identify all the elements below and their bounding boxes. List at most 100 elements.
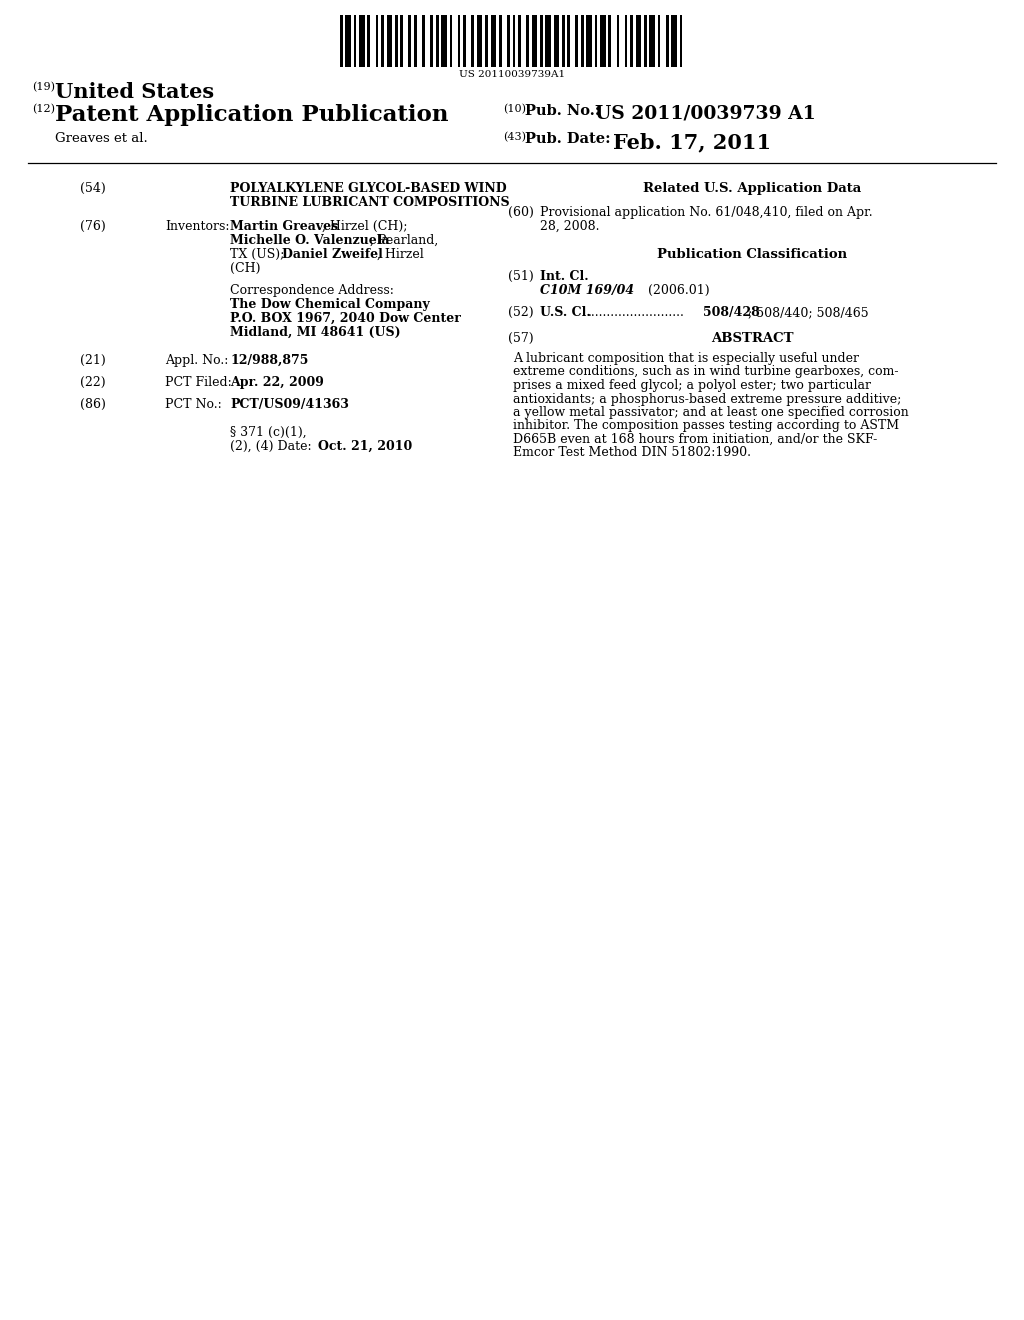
Text: (76): (76) (80, 220, 105, 234)
Text: US 20110039739A1: US 20110039739A1 (460, 70, 565, 79)
Bar (600, 15, 605, 67)
Text: Appl. No.:: Appl. No.: (165, 354, 228, 367)
Bar (644, 15, 647, 67)
Bar (595, 15, 597, 67)
Bar (422, 15, 425, 67)
Text: C10M 169/04: C10M 169/04 (540, 284, 634, 297)
Bar (485, 15, 487, 67)
Text: (10): (10) (503, 104, 526, 115)
Text: United States: United States (55, 82, 214, 102)
Bar (636, 15, 641, 67)
Text: US 2011/0039739 A1: US 2011/0039739 A1 (595, 104, 816, 121)
Text: prises a mixed feed glycol; a polyol ester; two particular: prises a mixed feed glycol; a polyol est… (513, 379, 871, 392)
Text: Greaves et al.: Greaves et al. (55, 132, 147, 145)
Text: 12/988,875: 12/988,875 (230, 354, 308, 367)
Text: , Pearland,: , Pearland, (370, 234, 438, 247)
Bar (512, 15, 515, 67)
Bar (625, 15, 628, 67)
Bar (340, 15, 343, 67)
Bar (381, 15, 384, 67)
Text: (2006.01): (2006.01) (648, 284, 710, 297)
Text: Pub. No.:: Pub. No.: (525, 104, 600, 117)
Bar (616, 15, 620, 67)
Text: ABSTRACT: ABSTRACT (711, 333, 794, 345)
Text: TX (US);: TX (US); (230, 248, 289, 261)
Bar (386, 15, 392, 67)
Bar (518, 15, 521, 67)
Bar (345, 15, 351, 67)
Bar (499, 15, 502, 67)
Text: POLYALKYLENE GLYCOL-BASED WIND: POLYALKYLENE GLYCOL-BASED WIND (230, 182, 507, 195)
Bar (540, 15, 543, 67)
Text: Int. Cl.: Int. Cl. (540, 271, 589, 282)
Text: Provisional application No. 61/048,410, filed on Apr.: Provisional application No. 61/048,410, … (540, 206, 872, 219)
Text: inhibitor. The composition passes testing according to ASTM: inhibitor. The composition passes testin… (513, 420, 899, 433)
Bar (436, 15, 438, 67)
Bar (458, 15, 461, 67)
Text: , Hirzel: , Hirzel (377, 248, 424, 261)
Bar (414, 15, 417, 67)
Bar (409, 15, 412, 67)
Text: (51): (51) (508, 271, 534, 282)
Bar (376, 15, 378, 67)
Text: Patent Application Publication: Patent Application Publication (55, 104, 449, 125)
Text: (CH): (CH) (230, 261, 260, 275)
Text: Daniel Zweifel: Daniel Zweifel (282, 248, 383, 261)
Text: antioxidants; a phosphorus-based extreme pressure additive;: antioxidants; a phosphorus-based extreme… (513, 392, 901, 405)
Text: .........................: ......................... (588, 306, 685, 319)
Text: Oct. 21, 2010: Oct. 21, 2010 (318, 440, 413, 453)
Bar (368, 15, 370, 67)
Text: (12): (12) (32, 104, 55, 115)
Text: TURBINE LUBRICANT COMPOSITIONS: TURBINE LUBRICANT COMPOSITIONS (230, 195, 510, 209)
Text: PCT No.:: PCT No.: (165, 399, 222, 411)
Bar (526, 15, 529, 67)
Bar (450, 15, 453, 67)
Text: A lubricant composition that is especially useful under: A lubricant composition that is especial… (513, 352, 859, 366)
Bar (430, 15, 433, 67)
Bar (353, 15, 356, 67)
Text: D665B even at 168 hours from initiation, and/or the SKF-: D665B even at 168 hours from initiation,… (513, 433, 878, 446)
Text: Michelle O. Valenzuela: Michelle O. Valenzuela (230, 234, 389, 247)
Bar (649, 15, 655, 67)
Bar (666, 15, 669, 67)
Text: (22): (22) (80, 376, 105, 389)
Bar (630, 15, 633, 67)
Text: (43): (43) (503, 132, 526, 143)
Text: (19): (19) (32, 82, 55, 92)
Bar (657, 15, 660, 67)
Text: P.O. BOX 1967, 2040 Dow Center: P.O. BOX 1967, 2040 Dow Center (230, 312, 461, 325)
Bar (567, 15, 570, 67)
Text: The Dow Chemical Company: The Dow Chemical Company (230, 298, 430, 312)
Text: Publication Classification: Publication Classification (657, 248, 847, 261)
Text: , Hirzel (CH);: , Hirzel (CH); (322, 220, 408, 234)
Text: Pub. Date:: Pub. Date: (525, 132, 610, 147)
Bar (608, 15, 611, 67)
Bar (441, 15, 446, 67)
Bar (359, 15, 365, 67)
Text: (21): (21) (80, 354, 105, 367)
Bar (400, 15, 403, 67)
Text: PCT Filed:: PCT Filed: (165, 376, 231, 389)
Bar (507, 15, 510, 67)
Bar (672, 15, 677, 67)
Bar (395, 15, 397, 67)
Bar (531, 15, 538, 67)
Bar (587, 15, 592, 67)
Text: (54): (54) (80, 182, 105, 195)
Text: (52): (52) (508, 306, 534, 319)
Bar (680, 15, 682, 67)
Text: PCT/US09/41363: PCT/US09/41363 (230, 399, 349, 411)
Bar (562, 15, 564, 67)
Text: (60): (60) (508, 206, 534, 219)
Bar (490, 15, 496, 67)
Text: Correspondence Address:: Correspondence Address: (230, 284, 394, 297)
Text: (2), (4) Date:: (2), (4) Date: (230, 440, 311, 453)
Bar (471, 15, 474, 67)
Text: (86): (86) (80, 399, 105, 411)
Text: 508/428: 508/428 (703, 306, 760, 319)
Bar (546, 15, 551, 67)
Bar (463, 15, 466, 67)
Text: extreme conditions, such as in wind turbine gearboxes, com-: extreme conditions, such as in wind turb… (513, 366, 898, 379)
Text: Apr. 22, 2009: Apr. 22, 2009 (230, 376, 324, 389)
Text: § 371 (c)(1),: § 371 (c)(1), (230, 426, 306, 440)
